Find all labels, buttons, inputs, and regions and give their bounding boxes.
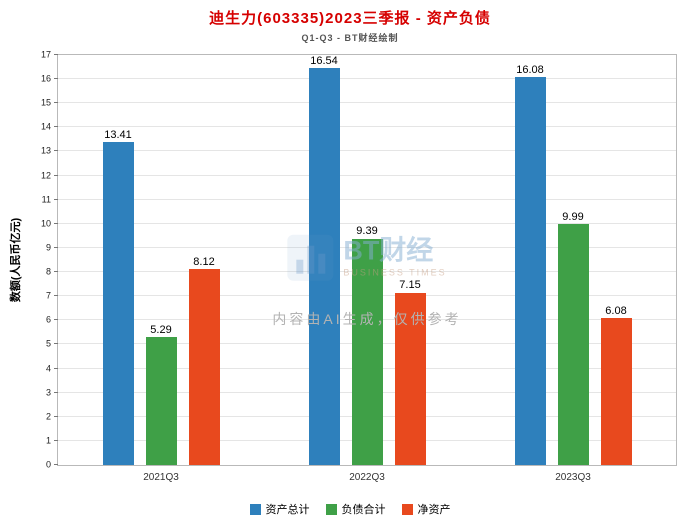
bar — [514, 77, 546, 465]
gridline — [58, 150, 676, 152]
bar-value-label: 13.41 — [104, 128, 132, 141]
bar — [145, 337, 177, 465]
bar-column: 9.39 — [351, 55, 383, 465]
y-axis-tick-label: 6 — [45, 314, 51, 325]
y-axis-tick-label: 1 — [45, 435, 51, 446]
bar-column: 16.54 — [308, 55, 340, 465]
legend-item: 负债合计 — [325, 501, 386, 517]
bar-value-label: 16.08 — [516, 64, 544, 77]
y-axis-tick-label: 11 — [41, 194, 51, 205]
y-axis-tick-mark — [54, 150, 58, 152]
bar — [308, 68, 340, 465]
chart-legend: 资产总计 负债合计 净资产 — [0, 501, 700, 517]
y-axis-tick-mark — [54, 126, 58, 128]
gridline — [58, 126, 676, 128]
y-axis-tick-label: 3 — [45, 387, 51, 398]
y-axis-tick-mark — [54, 174, 58, 176]
plot-area: 13.41 5.29 8.12 2021Q3 16.54 9.39 7.15 2022Q3 16… — [41, 50, 677, 483]
gridline — [58, 198, 676, 200]
y-axis-tick-mark — [54, 54, 58, 55]
legend-label: 净资产 — [417, 504, 451, 516]
y-axis-tick-mark — [54, 271, 58, 273]
bar-value-label: 16.54 — [310, 55, 338, 67]
y-axis-tick-mark — [54, 439, 58, 441]
x-axis-category-label: 2022Q3 — [349, 472, 385, 483]
y-axis-tick-label: 14 — [40, 121, 51, 132]
bar — [600, 318, 632, 465]
y-axis-tick-mark — [54, 415, 58, 417]
y-axis-tick-label: 4 — [45, 363, 51, 374]
bar-group: 16.08 9.99 6.08 2023Q3 — [470, 55, 676, 483]
bar-group: 16.54 9.39 7.15 2022Q3 — [264, 55, 470, 483]
bar-value-label: 5.29 — [150, 324, 172, 337]
legend-swatch — [325, 503, 337, 515]
y-axis-tick-mark — [54, 391, 58, 393]
y-axis-tick-mark — [54, 343, 58, 345]
bar-groups: 13.41 5.29 8.12 2021Q3 16.54 9.39 7.15 2022Q3 16… — [58, 55, 676, 483]
y-axis-tick-label: 9 — [45, 242, 51, 253]
y-axis-tick-mark — [54, 78, 58, 80]
y-axis-tick-label: 0 — [45, 459, 51, 470]
y-axis-tick-mark — [54, 367, 58, 369]
legend-item: 净资产 — [401, 501, 451, 517]
bar-value-label: 6.08 — [605, 305, 627, 318]
bar — [351, 238, 383, 465]
bar-column: 5.29 — [145, 55, 177, 465]
y-axis-tick-label: 7 — [45, 290, 51, 301]
y-axis-tick-label: 10 — [40, 218, 51, 229]
bar-column: 9.99 — [557, 55, 589, 465]
bar — [394, 292, 426, 465]
y-axis-tick-mark — [54, 246, 58, 248]
y-axis-tick-mark — [54, 295, 58, 297]
y-axis-tick-mark — [54, 198, 58, 200]
gridline — [58, 222, 676, 224]
bar-column: 6.08 — [600, 55, 632, 465]
x-axis-category-label: 2023Q3 — [555, 472, 591, 483]
y-axis-tick-mark — [54, 222, 58, 224]
bar-column: 13.41 — [102, 55, 134, 465]
y-axis-tick-label: 12 — [40, 170, 51, 181]
legend-label: 负债合计 — [341, 504, 386, 516]
y-axis-title: 数额(人民币亿元) — [10, 217, 22, 303]
y-axis-tick-label: 8 — [45, 266, 51, 277]
bar-value-label: 9.39 — [356, 225, 378, 238]
gridline — [58, 78, 676, 80]
bar — [188, 269, 220, 465]
gridline — [58, 102, 676, 104]
bar-value-label: 8.12 — [193, 256, 215, 269]
bar — [557, 224, 589, 465]
x-axis-category-label: 2021Q3 — [143, 472, 179, 483]
y-axis-tick-label: 17 — [40, 49, 51, 60]
bar-column: 7.15 — [394, 55, 426, 465]
bar-value-label: 7.15 — [399, 279, 421, 292]
chart-title: 迪生力(603335)2023三季报 - 资产负债 — [209, 10, 491, 27]
y-axis-tick-mark — [54, 319, 58, 321]
bar — [102, 141, 134, 465]
legend-label: 资产总计 — [265, 504, 310, 516]
y-axis-tick-mark — [54, 102, 58, 104]
y-axis-tick-label: 16 — [40, 73, 51, 84]
bar-group: 13.41 5.29 8.12 2021Q3 — [58, 55, 264, 483]
bar-column: 8.12 — [188, 55, 220, 465]
y-axis-tick-label: 2 — [45, 411, 51, 422]
legend-item: 资产总计 — [249, 501, 310, 517]
y-axis-tick-label: 5 — [45, 338, 51, 349]
bar-column: 16.08 — [514, 55, 546, 465]
legend-swatch — [249, 503, 261, 515]
y-axis-tick-label: 13 — [40, 145, 51, 156]
y-axis-tick-mark — [54, 464, 58, 465]
y-axis-tick-label: 15 — [40, 97, 51, 108]
bar-value-label: 9.99 — [562, 210, 584, 223]
chart-subtitle: Q1-Q3 - BT财经绘制 — [301, 33, 399, 43]
gridline — [58, 174, 676, 176]
legend-swatch — [401, 503, 413, 515]
